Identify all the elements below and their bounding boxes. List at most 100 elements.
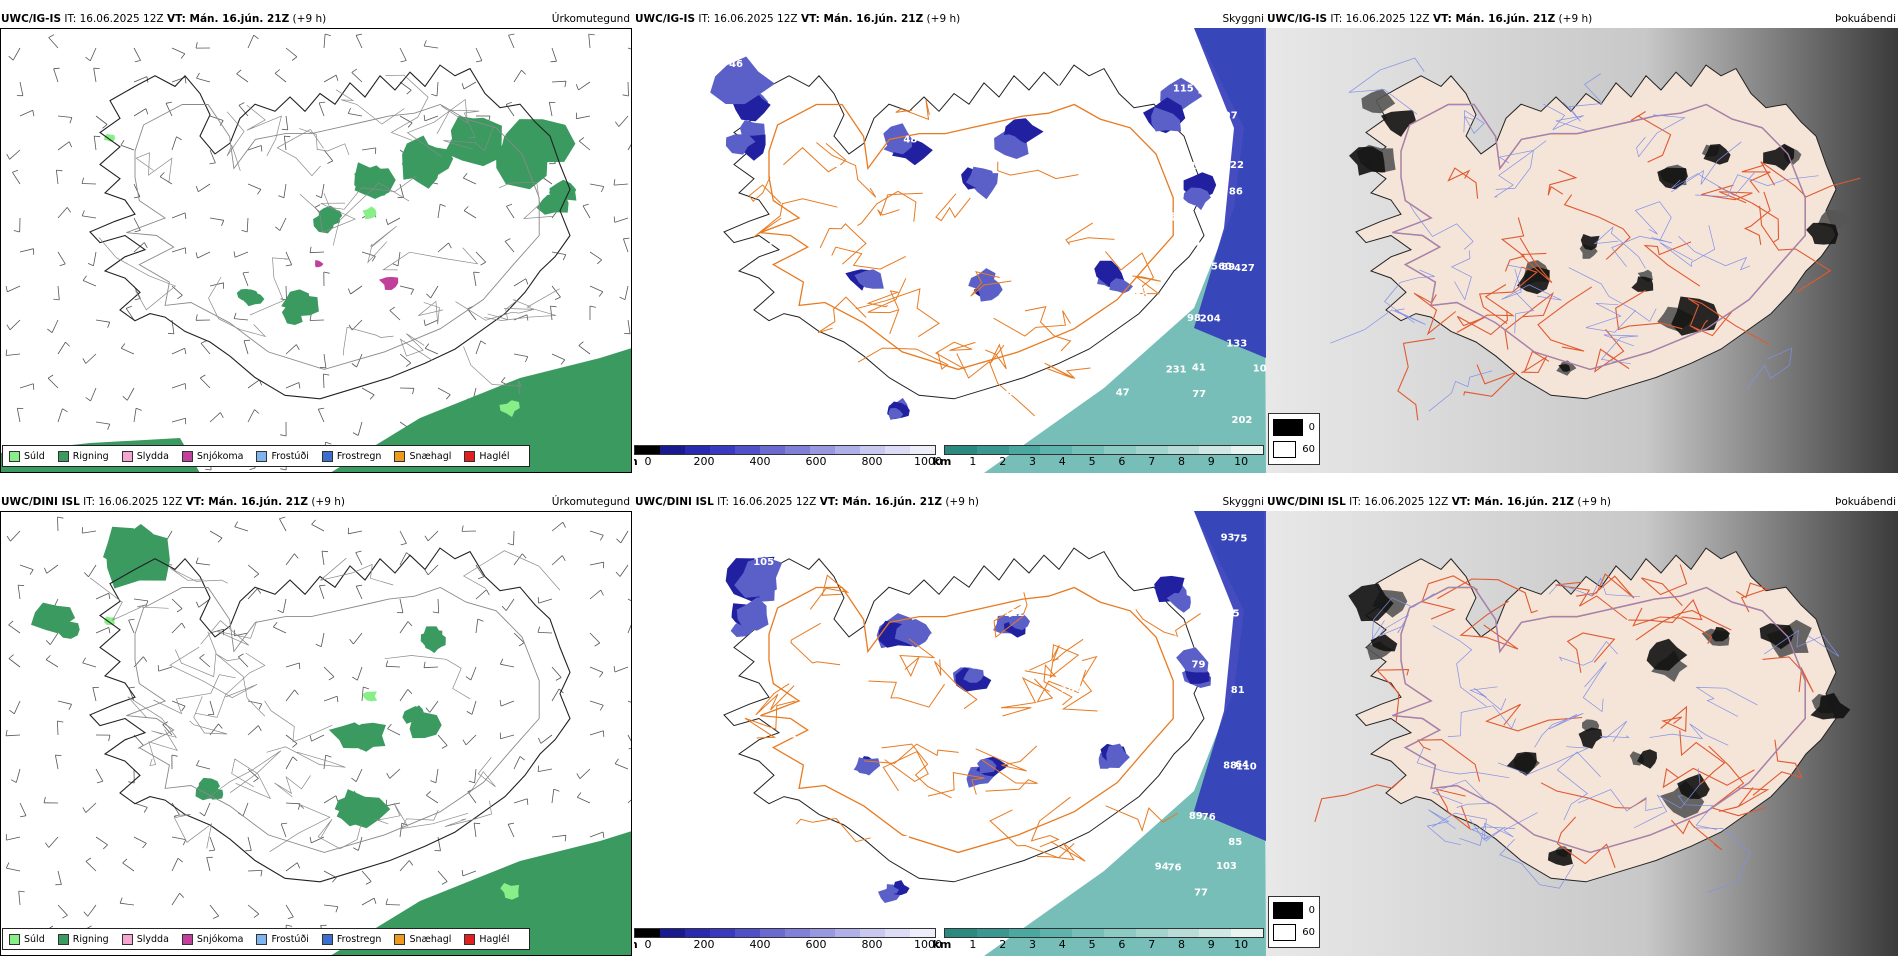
- visibility-panel: UWC/IG-IS IT: 16.06.2025 12Z VT: Mán. 16…: [634, 10, 1266, 473]
- fog-index-legend: 0 60: [1268, 413, 1320, 465]
- legend-label: Frostregn: [337, 934, 382, 945]
- legend-item: Snæhagl: [394, 934, 451, 945]
- legend-label: Súld: [24, 451, 45, 462]
- cloud-base-value: 180: [1061, 684, 1082, 695]
- model-name: UWC/DINI ISL: [1, 496, 80, 508]
- legend-swatch: [58, 934, 69, 945]
- model-name: UWC/IG-IS: [1, 13, 61, 25]
- panel-title: Úrkomutegund: [552, 493, 630, 511]
- scale-ticks: m02004006008001000: [634, 938, 936, 951]
- cloud-base-value: 52: [1023, 887, 1037, 898]
- legend-label: Súld: [24, 934, 45, 945]
- scale-tick-label: 1: [969, 938, 976, 951]
- legend-label: Rigning: [73, 451, 109, 462]
- scale-tick-label: 5: [1089, 455, 1096, 468]
- scale-tick-label: 10: [1234, 938, 1248, 951]
- valid-time: VT: Mán. 16.jún. 21Z: [801, 13, 923, 25]
- cloud-base-value: 119: [1056, 85, 1077, 96]
- fog-legend-row: 60: [1273, 441, 1315, 458]
- scale-tick-label: 600: [806, 455, 827, 468]
- map-canvas: 8360614754838275481151104144560491221804…: [634, 28, 1266, 473]
- cloud-base-value: 202: [1232, 415, 1253, 426]
- init-time: IT: 16.06.2025 12Z: [717, 496, 816, 508]
- scale-unit: m: [634, 455, 638, 468]
- panel-title: Skyggni: [1223, 493, 1265, 511]
- fog-map: [1266, 511, 1898, 956]
- cloud-base-value: 22: [1230, 160, 1244, 171]
- scale-ticks: m02004006008001000: [634, 455, 936, 468]
- cloud-base-value: 89: [1189, 811, 1203, 822]
- legend-swatch: [9, 451, 20, 462]
- legend-item: Frostúði: [256, 934, 308, 945]
- legend-item: Frostregn: [322, 451, 382, 462]
- cloud-base-value: 74: [1160, 558, 1174, 569]
- legend-swatch: [256, 934, 267, 945]
- model-name: UWC/IG-IS: [635, 13, 695, 25]
- cloud-base-value: 60: [1097, 109, 1111, 120]
- map-canvas: 1057056644446641037964613911210552163129…: [634, 511, 1266, 956]
- lead-time: (+9 h): [293, 13, 327, 25]
- cloud-base-value: 28: [999, 388, 1013, 399]
- cloud-base-value: 139: [1197, 86, 1218, 97]
- cloud-base-value: 75: [1154, 185, 1168, 196]
- legend-item: Snjókoma: [182, 451, 244, 462]
- legend-swatch: [394, 451, 405, 462]
- legend-label: Snjókoma: [197, 451, 244, 462]
- fog-legend-swatch: [1273, 902, 1303, 919]
- scale-tick-label: 2: [999, 455, 1006, 468]
- cloud-base-scale: m02004006008001000: [634, 445, 936, 467]
- scale-tick-label: 200: [694, 938, 715, 951]
- legend-label: Frostregn: [337, 451, 382, 462]
- fog-legend-swatch: [1273, 419, 1303, 436]
- fog-map: [1266, 28, 1898, 473]
- precip-panel: UWC/IG-IS IT: 16.06.2025 12Z VT: Mán. 16…: [0, 10, 632, 473]
- map-canvas: [1266, 28, 1898, 473]
- cloud-base-value: 86: [1229, 187, 1243, 198]
- panel-header: UWC/DINI ISL IT: 16.06.2025 12Z VT: Mán.…: [1266, 493, 1898, 511]
- legend-swatch: [9, 934, 20, 945]
- scale-tick-label: 800: [862, 938, 883, 951]
- cloud-base-value: 133: [1226, 339, 1247, 350]
- cloud-base-value: 110: [1236, 761, 1257, 772]
- init-time: IT: 16.06.2025 12Z: [64, 13, 163, 25]
- cloud-base-value: 91: [1165, 635, 1179, 646]
- fog-legend-row: 0: [1273, 419, 1315, 436]
- cloud-base-value: 83: [827, 159, 841, 170]
- cloud-base-value: 110: [922, 413, 943, 424]
- drizzle-areas: [104, 134, 520, 417]
- panel-header: UWC/DINI ISL IT: 16.06.2025 12Z VT: Mán.…: [0, 493, 632, 511]
- precip-panel: UWC/DINI ISL IT: 16.06.2025 12Z VT: Mán.…: [0, 493, 632, 956]
- cloud-base-value: 61: [846, 58, 860, 69]
- model-name: UWC/DINI ISL: [635, 496, 714, 508]
- legend-label: Rigning: [73, 934, 109, 945]
- map-canvas: [0, 511, 632, 956]
- scale-tick-label: 2: [999, 938, 1006, 951]
- cloud-base-value: 48: [903, 134, 917, 145]
- cloud-base-value: 163: [772, 836, 793, 847]
- panel-title: Þokuábendi: [1835, 10, 1896, 28]
- scale-colorbar: [634, 928, 936, 938]
- init-time: IT: 16.06.2025 12Z: [83, 496, 182, 508]
- cloud-base-value: 82: [884, 236, 898, 247]
- scale-tick-label: 4: [1059, 455, 1066, 468]
- valid-time: VT: Mán. 16.jún. 21Z: [820, 496, 942, 508]
- init-time: IT: 16.06.2025 12Z: [698, 13, 797, 25]
- init-time: IT: 16.06.2025 12Z: [1330, 13, 1429, 25]
- cloud-base-value: 103: [1216, 861, 1237, 872]
- legend-item: Frostregn: [322, 934, 382, 945]
- fog-legend-label: 60: [1302, 444, 1315, 455]
- cloud-base-value: 79: [966, 810, 980, 821]
- scale-unit: km: [933, 455, 952, 468]
- cloud-base-value: 56: [908, 734, 922, 745]
- cloud-base-value: 75: [1233, 533, 1247, 544]
- legend-swatch: [122, 934, 133, 945]
- fog-panel: UWC/IG-IS IT: 16.06.2025 12Z VT: Mán. 16…: [1266, 10, 1898, 473]
- model-name: UWC/IG-IS: [1267, 13, 1327, 25]
- lead-time: (+9 h): [927, 13, 961, 25]
- valid-time: VT: Mán. 16.jún. 21Z: [1433, 13, 1555, 25]
